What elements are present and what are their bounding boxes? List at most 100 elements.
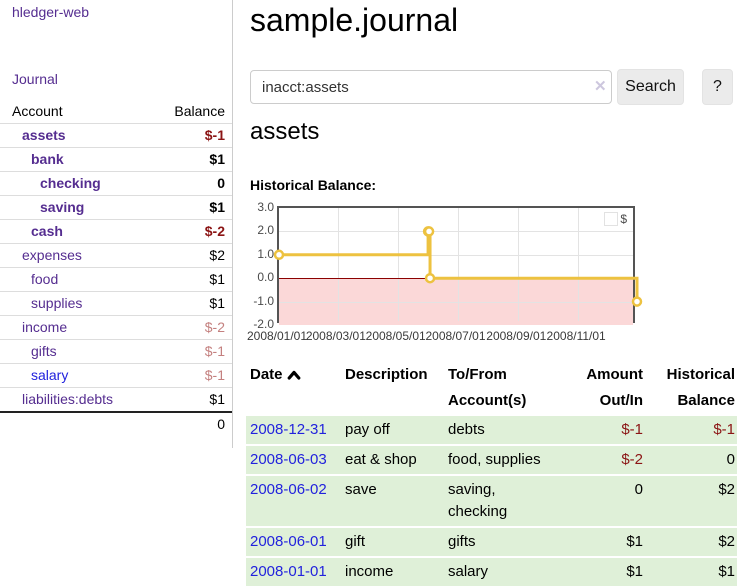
- account-link-bank[interactable]: bank: [31, 151, 64, 167]
- account-link-supplies[interactable]: supplies: [31, 295, 83, 311]
- account-balance: $1: [150, 387, 232, 413]
- sidebar-item-journal[interactable]: Journal: [12, 71, 58, 87]
- transaction-date-link[interactable]: 2008-06-02: [250, 481, 327, 498]
- transaction-amount: $1: [626, 533, 643, 550]
- transaction-row: 2008-06-02 save saving, checking 0 $2: [246, 475, 737, 527]
- transaction-balance: $2: [718, 481, 735, 498]
- search-input[interactable]: [250, 70, 612, 104]
- gridline: [337, 208, 339, 321]
- help-button[interactable]: ?: [702, 69, 733, 105]
- gridline: [578, 208, 580, 321]
- transactions-table: Date Description To/From Account(s) Amount …: [246, 362, 737, 586]
- search-button[interactable]: Search: [617, 69, 684, 105]
- account-link-income[interactable]: income: [22, 319, 68, 335]
- y-axis-tick-label: 0.0: [257, 270, 274, 285]
- transaction-accounts: food, supplies: [448, 451, 541, 468]
- txn-col-header-date[interactable]: Date: [246, 362, 345, 415]
- account-heading: assets: [250, 118, 320, 145]
- gridline: [518, 208, 520, 321]
- chevron-up-icon[interactable]: [283, 366, 301, 383]
- account-link-checking[interactable]: checking: [40, 175, 101, 191]
- account-link-liabilities-debts[interactable]: liabilities:debts: [22, 391, 114, 407]
- txn-col-header-amount-out-in: Amount Out/In: [586, 366, 643, 409]
- transaction-row: 2008-06-01 gift gifts $1 $2: [246, 527, 737, 557]
- x-axis-tick-label: 2008/01/01: [246, 329, 308, 343]
- account-link-salary[interactable]: salary: [31, 367, 69, 383]
- chart-title: Historical Balance:: [250, 177, 377, 193]
- account-row: cash $-2: [0, 219, 232, 244]
- account-row: saving $1: [0, 195, 232, 220]
- clear-search-icon[interactable]: ✕: [594, 78, 607, 95]
- y-axis-tick-label: 3.0: [257, 200, 274, 214]
- x-axis-tick-label: 2008/05/01: [365, 329, 426, 343]
- app-title-link[interactable]: hledger-web: [12, 4, 90, 20]
- gridline: [457, 208, 459, 321]
- accounts-col-header-account: Account: [0, 100, 150, 124]
- account-row: expenses $2: [0, 243, 232, 268]
- transaction-accounts: salary: [448, 563, 489, 580]
- transaction-amount: $1: [626, 563, 643, 580]
- account-link-saving[interactable]: saving: [40, 199, 85, 215]
- data-point-marker: [424, 272, 436, 284]
- main-content: sample.journal ✕ Search ? assets Histori…: [246, 0, 742, 586]
- account-row: gifts $-1: [0, 339, 232, 364]
- account-link-cash[interactable]: cash: [31, 223, 63, 239]
- account-balance: $-2: [150, 315, 232, 340]
- transaction-row: 2008-06-03 eat & shop food, supplies $-2 0: [246, 445, 737, 475]
- account-link-assets[interactable]: assets: [22, 127, 66, 143]
- account-link-food[interactable]: food: [31, 271, 59, 287]
- account-row: bank $1: [0, 147, 232, 172]
- account-balance: $-1: [150, 339, 232, 364]
- account-link-gifts[interactable]: gifts: [31, 343, 57, 359]
- transaction-accounts: gifts: [448, 533, 476, 550]
- transaction-accounts: debts: [448, 421, 485, 438]
- account-balance: $2: [150, 243, 232, 268]
- transaction-date-link[interactable]: 2008-06-03: [250, 451, 327, 468]
- account-row: supplies $1: [0, 291, 232, 316]
- y-axis-tick-label: 2.0: [257, 223, 274, 238]
- legend-swatch-icon: [604, 212, 619, 226]
- txn-col-header-description: Description: [345, 366, 428, 383]
- account-balance: $1: [150, 195, 232, 220]
- transaction-amount: $-2: [621, 451, 643, 468]
- search-bar: ✕ Search ?: [250, 69, 734, 105]
- transaction-balance: $1: [718, 563, 735, 580]
- transaction-amount: $-1: [621, 421, 643, 438]
- account-row: liabilities:debts $1: [0, 387, 232, 413]
- data-point-marker: [631, 296, 643, 307]
- account-row: checking 0: [0, 171, 232, 196]
- balance-line-series: [273, 226, 643, 307]
- account-balance: $1: [150, 291, 232, 316]
- transaction-accounts: saving, checking: [448, 481, 508, 520]
- x-axis-tick-label: 2008/11/01: [546, 329, 606, 343]
- data-point-marker: [423, 226, 435, 237]
- transaction-row: 2008-12-31 pay off debts $-1 $-1: [246, 415, 737, 445]
- transaction-description: eat & shop: [345, 451, 417, 468]
- transaction-date-link[interactable]: 2008-06-01: [250, 533, 327, 550]
- x-axis-tick-label: 2008/03/01: [305, 329, 366, 343]
- y-axis-tick-label: 1.0: [257, 246, 274, 261]
- transaction-description: gift: [345, 533, 366, 550]
- transaction-date-link[interactable]: 2008-01-01: [250, 563, 327, 580]
- transaction-balance: $-1: [713, 421, 735, 438]
- account-balance: $-1: [150, 363, 232, 388]
- y-axis-tick-label: -2.0: [253, 317, 274, 331]
- chart-legend: $: [604, 212, 627, 226]
- x-axis-tick-label: 2008/07/01: [425, 329, 486, 343]
- account-link-expenses[interactable]: expenses: [22, 247, 82, 263]
- transaction-amount: 0: [634, 481, 643, 498]
- transaction-description: pay off: [345, 421, 390, 438]
- gridline: [279, 254, 633, 256]
- line-path: [279, 229, 639, 302]
- account-row: assets $-1: [0, 123, 232, 148]
- transaction-description: income: [345, 563, 394, 580]
- data-point-marker: [273, 249, 285, 261]
- accounts-total-balance: 0: [150, 411, 232, 436]
- accounts-col-header-balance: Balance: [150, 100, 232, 124]
- account-balance: $-1: [150, 123, 232, 148]
- txn-col-header-to-from-account-s-: To/From Account(s): [448, 366, 527, 409]
- sidebar: hledger-web Journal Account Balance asse…: [0, 0, 233, 448]
- accounts-total-spacer: [0, 411, 150, 436]
- transaction-row: 2008-01-01 income salary $1 $1: [246, 557, 737, 586]
- transaction-date-link[interactable]: 2008-12-31: [250, 421, 327, 438]
